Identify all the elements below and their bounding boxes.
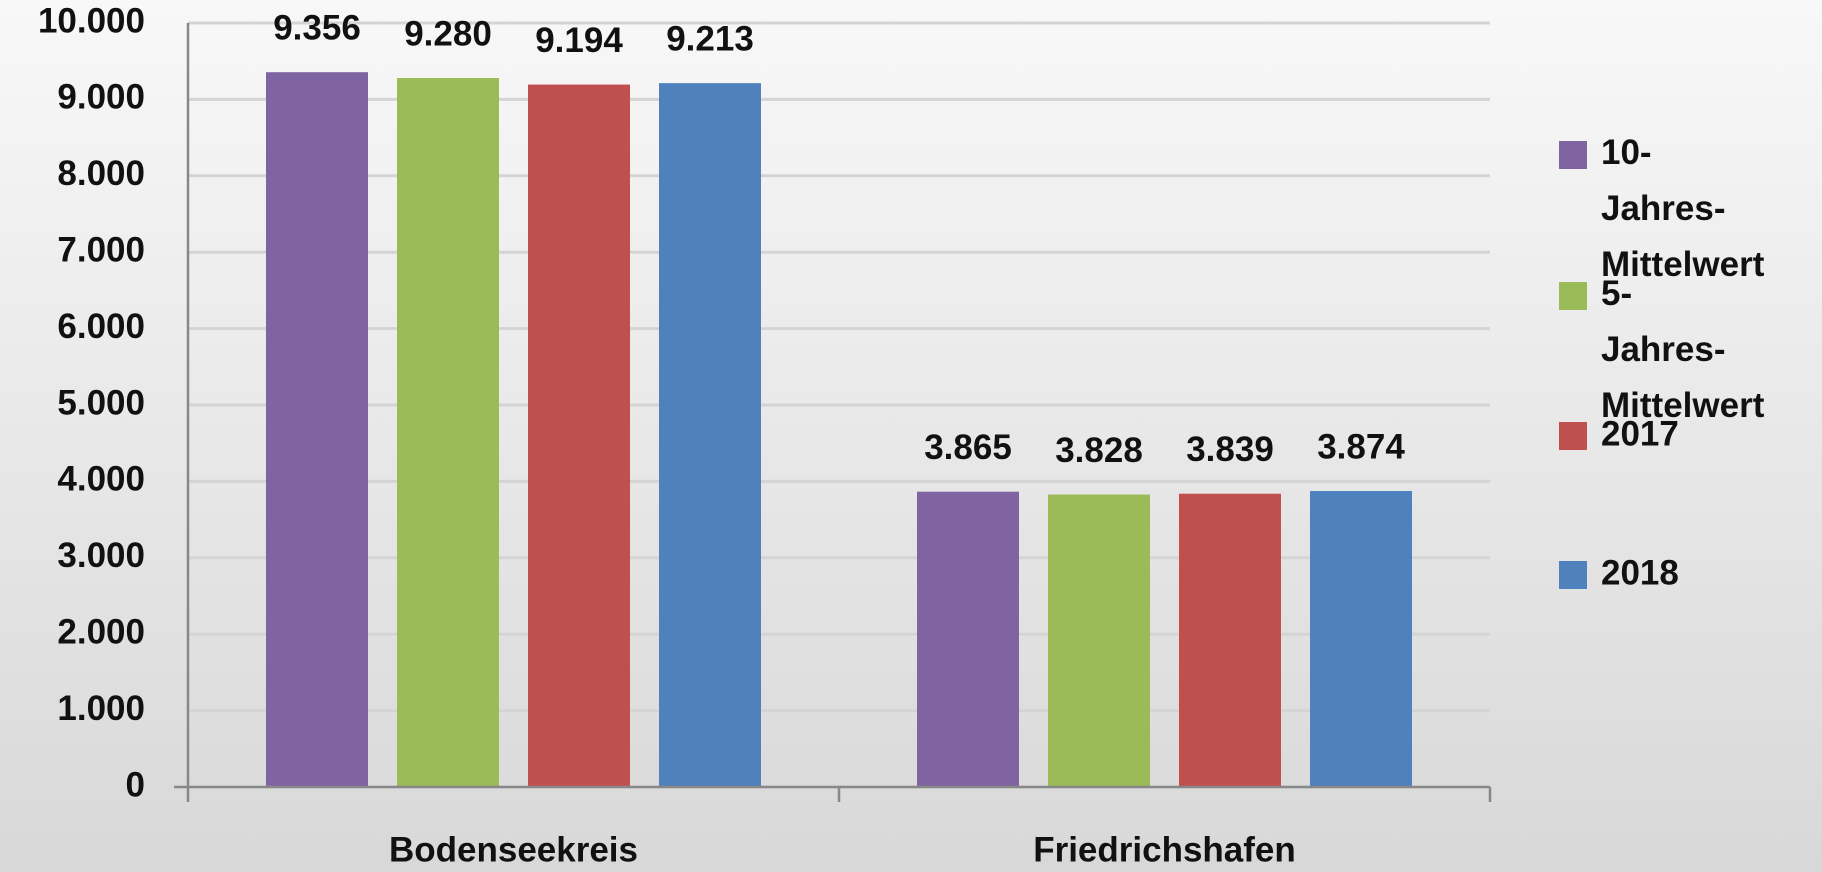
y-tick-label: 9.000	[57, 78, 145, 117]
legend-swatch	[1559, 561, 1587, 589]
bar	[1048, 494, 1150, 787]
data-label: 3.839	[1186, 430, 1274, 469]
y-tick-label: 2.000	[57, 612, 145, 651]
bar	[397, 78, 499, 788]
y-tick-label: 1.000	[57, 689, 145, 728]
data-label: 9.213	[666, 19, 754, 58]
data-label: 9.356	[273, 8, 361, 47]
legend-label: 2017	[1601, 414, 1679, 453]
y-tick-label: 3.000	[57, 536, 145, 575]
bar	[528, 84, 630, 788]
y-tick-label: 4.000	[57, 460, 145, 499]
legend-swatch	[1559, 422, 1587, 450]
bar	[1179, 493, 1281, 787]
data-label: 3.828	[1055, 431, 1143, 470]
marks	[266, 72, 1412, 788]
y-tick-label: 0	[126, 765, 145, 804]
x-tick-label: Friedrichshafen	[1033, 830, 1296, 869]
x-tick-label: Bodenseekreis	[389, 830, 638, 869]
bar	[266, 72, 368, 787]
data-label: 9.280	[404, 14, 492, 53]
data-label: 3.865	[924, 428, 1012, 467]
y-tick-label: 10.000	[38, 1, 145, 40]
legend-label: 10-Jahres-Mittelwert	[1601, 133, 1765, 284]
bar	[1310, 491, 1412, 787]
legend-swatch	[1559, 282, 1587, 310]
legend-label: 5-Jahres-Mittelwert	[1601, 274, 1765, 425]
data-label: 9.194	[535, 21, 623, 60]
legend-label: 2018	[1601, 553, 1679, 592]
bar	[917, 491, 1019, 787]
y-tick-label: 8.000	[57, 154, 145, 193]
y-tick-label: 7.000	[57, 230, 145, 269]
y-tick-label: 6.000	[57, 307, 145, 346]
data-label: 3.874	[1317, 427, 1405, 466]
y-tick-label: 5.000	[57, 383, 145, 422]
legend-swatch	[1559, 141, 1587, 169]
bar	[659, 83, 761, 787]
